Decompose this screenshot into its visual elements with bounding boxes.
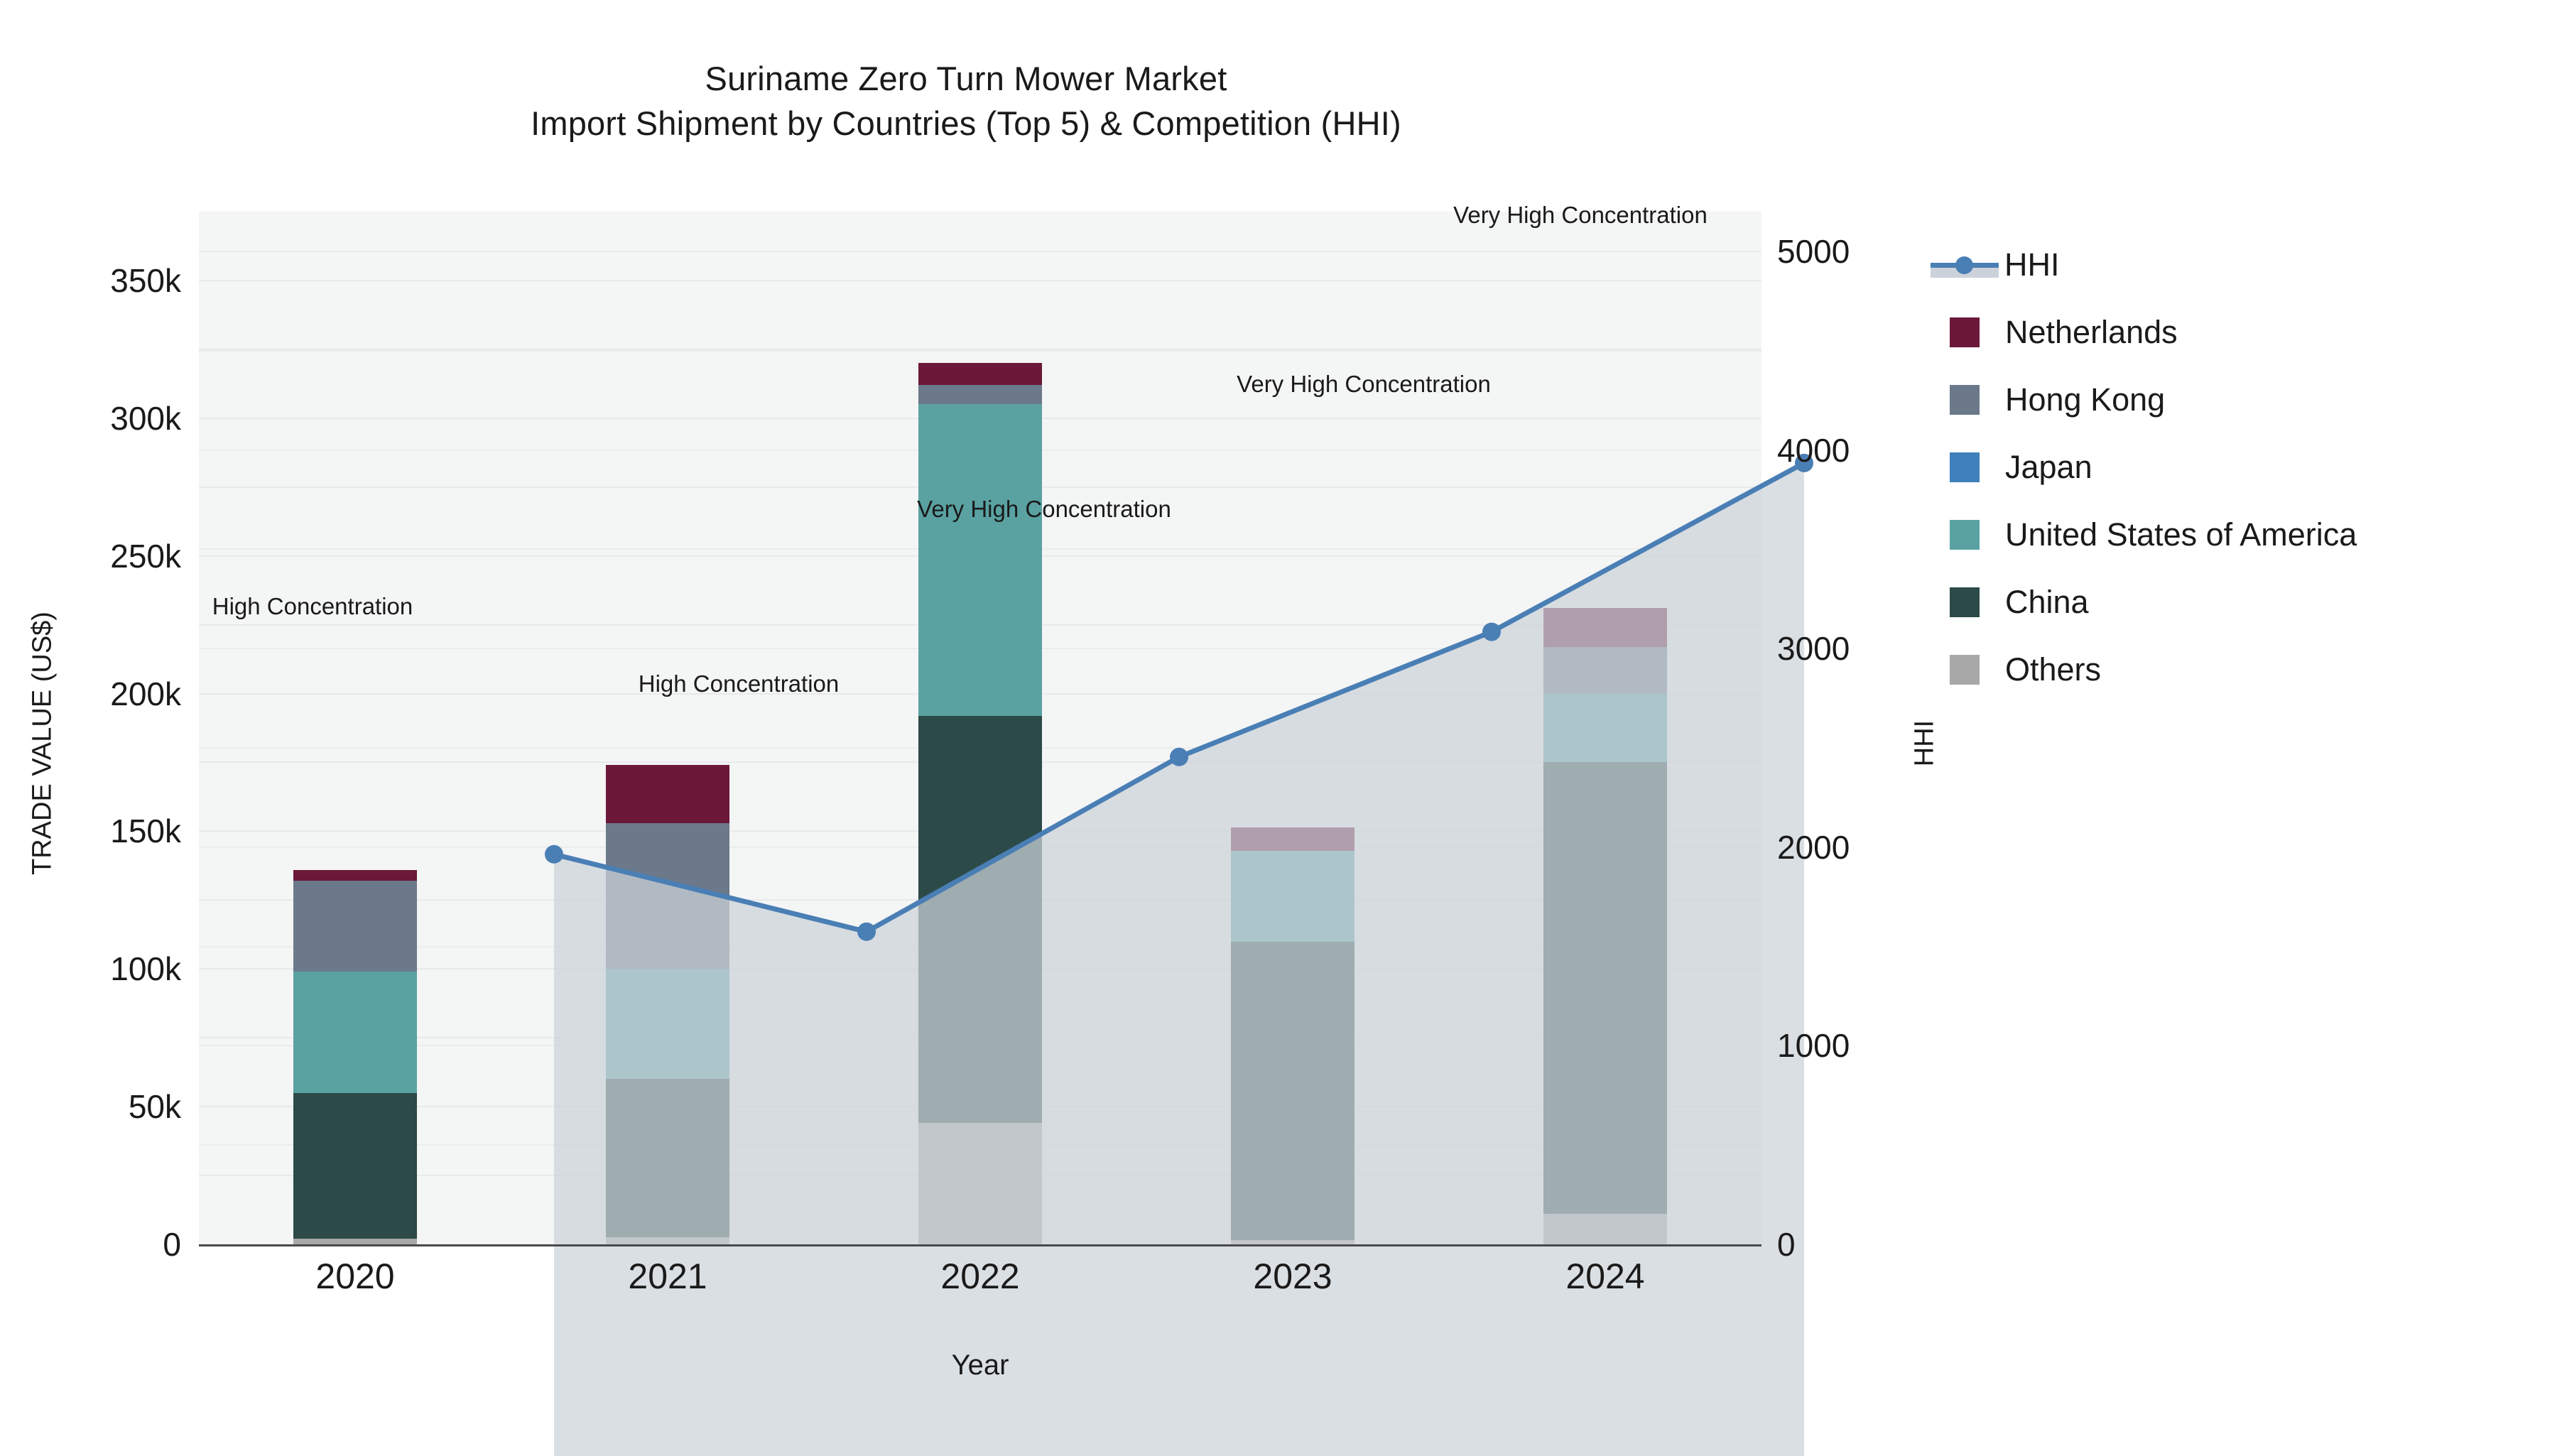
bar-segment[interactable]: [293, 972, 417, 1093]
y-axis-right-tick: 3000: [1777, 630, 1850, 668]
bar-segment[interactable]: [1543, 762, 1667, 1215]
chart-title-line-1: Suriname Zero Turn Mower Market: [705, 60, 1227, 97]
gridline-secondary: [199, 349, 1761, 352]
bar-segment[interactable]: [1231, 850, 1354, 942]
bar-segment[interactable]: [918, 1123, 1042, 1244]
x-axis-tick: 2024: [1565, 1256, 1645, 1296]
bar-group[interactable]: [293, 212, 417, 1244]
bar-segment[interactable]: [918, 385, 1042, 405]
legend-item-netherlands[interactable]: Netherlands: [1950, 298, 2546, 366]
x-axis-tick: 2022: [940, 1256, 1020, 1296]
y-axis-left-label: TRADE VALUE (US$): [27, 612, 58, 875]
bar-segment[interactable]: [1543, 693, 1667, 763]
x-axis-tick: 2021: [628, 1256, 707, 1296]
legend-color-swatch: [1950, 452, 1980, 482]
chart-title-line-2: Import Shipment by Countries (Top 5) & C…: [531, 104, 1401, 142]
legend-item-china[interactable]: China: [1950, 568, 2546, 636]
bar-segment[interactable]: [1543, 608, 1667, 647]
bar-segment[interactable]: [606, 765, 729, 823]
x-axis-spine: [199, 1244, 1761, 1246]
y-axis-left-tick: 350k: [110, 261, 181, 299]
bar-segment[interactable]: [1543, 646, 1667, 694]
legend-color-swatch: [1950, 384, 1980, 415]
legend-item-hhi[interactable]: HHI: [1931, 231, 2546, 298]
y-axis-left-tick: 150k: [110, 813, 181, 850]
bar-segment[interactable]: [606, 1237, 729, 1244]
bar-segment[interactable]: [918, 363, 1042, 386]
hhi-marker[interactable]: [1170, 747, 1188, 766]
legend-item-label: United States of America: [2005, 516, 2357, 553]
legend-item-label: China: [2005, 583, 2089, 620]
y-axis-left-tick: 100k: [110, 950, 181, 988]
y-axis-right-label: HHI: [1909, 719, 1940, 767]
hhi-annotation: Very High Concentration: [1453, 201, 1708, 228]
bar-group[interactable]: [606, 212, 729, 1244]
legend-item-united-states-of-america[interactable]: United States of America: [1950, 501, 2546, 568]
bar-segment[interactable]: [918, 715, 1042, 1124]
bar-group[interactable]: [918, 212, 1042, 1244]
y-axis-left-tick: 50k: [128, 1088, 181, 1126]
bar-group[interactable]: [1231, 212, 1354, 1244]
y-axis-right-tick: 4000: [1777, 431, 1850, 469]
hhi-annotation: Very High Concentration: [917, 495, 1171, 522]
plot-area: [199, 212, 1813, 1456]
x-axis-tick: 2020: [315, 1256, 395, 1296]
bar-segment[interactable]: [293, 1092, 417, 1239]
legend-color-swatch: [1950, 654, 1980, 685]
legend-item-others[interactable]: Others: [1950, 636, 2546, 703]
legend-item-japan[interactable]: Japan: [1950, 433, 2546, 501]
legend-color-swatch: [1950, 587, 1980, 617]
legend-color-swatch: [1950, 317, 1980, 347]
bar-segment[interactable]: [606, 822, 729, 969]
hhi-annotation: High Concentration: [212, 592, 413, 619]
legend-item-hong-kong[interactable]: Hong Kong: [1950, 366, 2546, 433]
bar-group[interactable]: [1543, 212, 1667, 1244]
bar-segment[interactable]: [1231, 941, 1354, 1241]
hhi-annotation: Very High Concentration: [1237, 370, 1491, 397]
y-axis-right-tick: 2000: [1777, 828, 1850, 866]
gridline: [199, 279, 1761, 281]
chart-legend: HHI Netherlands Hong Kong Japan United State…: [1931, 231, 2546, 703]
bar-segment[interactable]: [293, 869, 417, 881]
bar-segment[interactable]: [1231, 827, 1354, 851]
bar-segment[interactable]: [606, 1079, 729, 1238]
y-axis-left-tick: 250k: [110, 537, 181, 575]
legend-item-label: Hong Kong: [2005, 381, 2166, 418]
legend-item-label: Japan: [2005, 448, 2092, 485]
y-axis-left-tick: 0: [163, 1226, 181, 1263]
legend-line-icon: [1931, 249, 1999, 281]
x-axis-tick: 2023: [1253, 1256, 1332, 1296]
legend-item-label: Netherlands: [2005, 313, 2178, 350]
y-axis-left-tick: 200k: [110, 675, 181, 712]
hhi-marker[interactable]: [857, 922, 876, 941]
legend-item-label: Others: [2005, 651, 2102, 688]
hhi-annotation: High Concentration: [638, 670, 840, 697]
bar-segment[interactable]: [918, 404, 1042, 716]
gridline: [199, 348, 1761, 350]
bar-segment[interactable]: [293, 1239, 417, 1244]
gridline-secondary: [199, 250, 1761, 252]
y-axis-left-tick: 300k: [110, 399, 181, 437]
chart-title: Suriname Zero Turn Mower Market Import S…: [0, 57, 1932, 146]
legend-item-label: HHI: [2004, 246, 2060, 283]
legend-color-swatch: [1950, 519, 1980, 550]
bar-segment[interactable]: [293, 881, 417, 972]
x-axis-label: Year: [951, 1349, 1009, 1381]
y-axis-right-tick: 1000: [1777, 1027, 1850, 1065]
legend-marker-dot: [1955, 256, 1973, 274]
y-axis-right-tick: 5000: [1777, 232, 1850, 270]
bar-segment[interactable]: [606, 969, 729, 1080]
y-axis-right-tick: 0: [1777, 1226, 1796, 1263]
bar-segment[interactable]: [1543, 1214, 1667, 1244]
